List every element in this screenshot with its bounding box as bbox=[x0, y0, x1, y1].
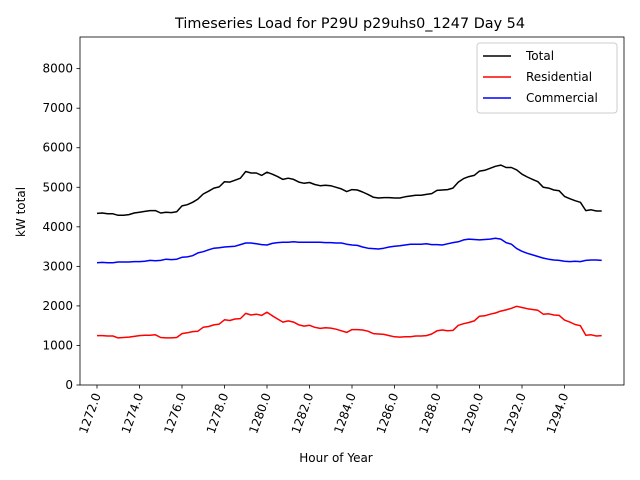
y-tick-label: 7000 bbox=[42, 101, 73, 115]
y-tick-label: 3000 bbox=[42, 259, 73, 273]
y-tick-label: 4000 bbox=[42, 220, 73, 234]
y-tick-label: 5000 bbox=[42, 180, 73, 194]
chart-title: Timeseries Load for P29U p29uhs0_1247 Da… bbox=[174, 16, 525, 32]
series-line-total bbox=[96, 164, 602, 217]
legend-label-commercial: Commercial bbox=[526, 91, 598, 105]
legend-box bbox=[476, 42, 618, 114]
y-tick-label: 1000 bbox=[42, 338, 73, 352]
series-lines bbox=[96, 164, 602, 339]
legend-label-residential: Residential bbox=[526, 70, 592, 84]
x-axis-label: Hour of Year bbox=[299, 451, 373, 465]
y-tick-label: 6000 bbox=[42, 141, 73, 155]
y-tick-label: 8000 bbox=[42, 62, 73, 76]
y-tick-label: 2000 bbox=[42, 299, 73, 313]
y-axis-ticks: 0 1000 2000 3000 4000 5000 6000 7000 8000 bbox=[42, 62, 80, 392]
series-line-commercial bbox=[96, 237, 602, 264]
y-axis-label: kW total bbox=[14, 187, 28, 237]
legend-label-total: Total bbox=[525, 49, 554, 63]
y-tick-label: 0 bbox=[65, 378, 73, 392]
series-line-residential bbox=[97, 305, 602, 339]
legend: Total Residential Commercial bbox=[476, 42, 618, 114]
